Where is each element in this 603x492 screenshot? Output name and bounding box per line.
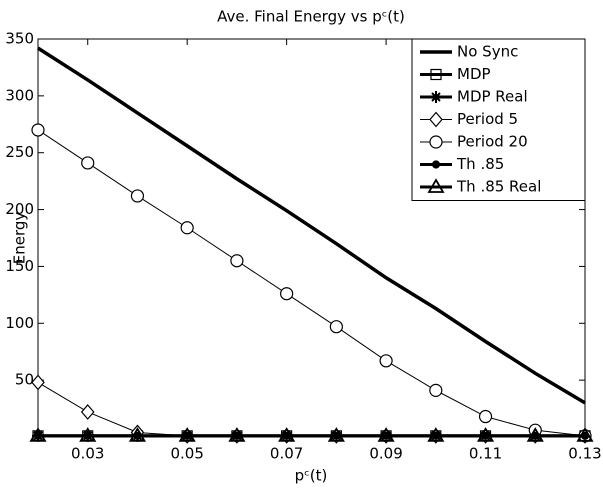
marker-circle: [280, 287, 294, 301]
y-tick-label: 150: [5, 257, 34, 275]
marker-triangle: [427, 178, 445, 193]
x-tick-label: 0.09: [369, 445, 402, 463]
marker-triangle: [576, 427, 594, 442]
marker-triangle: [29, 427, 47, 442]
marker-triangle: [278, 427, 296, 442]
y-axis-label: Energy: [11, 212, 29, 265]
marker-triangle: [178, 427, 196, 442]
marker-triangle: [327, 427, 345, 442]
marker-circle: [130, 189, 145, 203]
legend: No Sync MDP MDP Real Period 5 Period 20 Th .8…: [411, 38, 586, 201]
marker-circle: [429, 383, 443, 397]
marker-triangle: [128, 427, 147, 442]
series-line: [37, 46, 586, 405]
legend-label: No Sync: [457, 43, 518, 61]
marker-circle: [31, 123, 45, 137]
marker-circle: [379, 354, 393, 368]
marker-square: [430, 68, 442, 81]
marker-circle: [429, 135, 443, 149]
marker-diamond: [31, 374, 45, 391]
marker-triangle: [228, 427, 246, 442]
y-tick-label: 100: [5, 314, 34, 332]
marker-circle: [81, 156, 95, 170]
x-tick-label: 0.05: [170, 445, 203, 463]
legend-label: MDP: [457, 65, 491, 83]
marker-circle: [230, 254, 244, 268]
x-axis-label: pᶜ(t): [295, 467, 328, 485]
marker-asterisk: [430, 91, 442, 103]
marker-diamond: [429, 111, 443, 128]
legend-label: MDP Real: [457, 88, 528, 106]
marker-circle: [180, 221, 194, 235]
y-tick-label: 300: [5, 86, 34, 104]
x-tick-label: 0.07: [270, 445, 303, 463]
legend-label: Th .85: [456, 155, 504, 173]
x-tick-label: 0.13: [568, 445, 601, 463]
y-tick-label: 50: [15, 371, 34, 389]
x-tick-label: 0.11: [469, 445, 502, 463]
legend-label: Period 5: [457, 110, 518, 128]
marker-triangle: [79, 427, 97, 442]
marker-triangle: [526, 427, 544, 442]
series-line: [37, 129, 586, 437]
marker-circle: [329, 320, 343, 334]
y-tick-label: 200: [5, 200, 34, 218]
y-tick-label: 250: [5, 143, 34, 161]
chart-title: Ave. Final Energy vs pᶜ(t): [217, 8, 405, 26]
legend-label: Period 20: [457, 133, 528, 151]
marker-dot: [431, 160, 441, 169]
legend-label: Th .85 Real: [456, 178, 541, 196]
y-tick-label: 350: [5, 30, 34, 48]
marker-circle: [478, 409, 493, 424]
x-tick-label: 0.03: [71, 445, 104, 463]
marker-triangle: [476, 427, 495, 442]
marker-diamond: [80, 404, 95, 420]
marker-triangle: [377, 427, 395, 442]
marker-triangle: [427, 427, 445, 442]
